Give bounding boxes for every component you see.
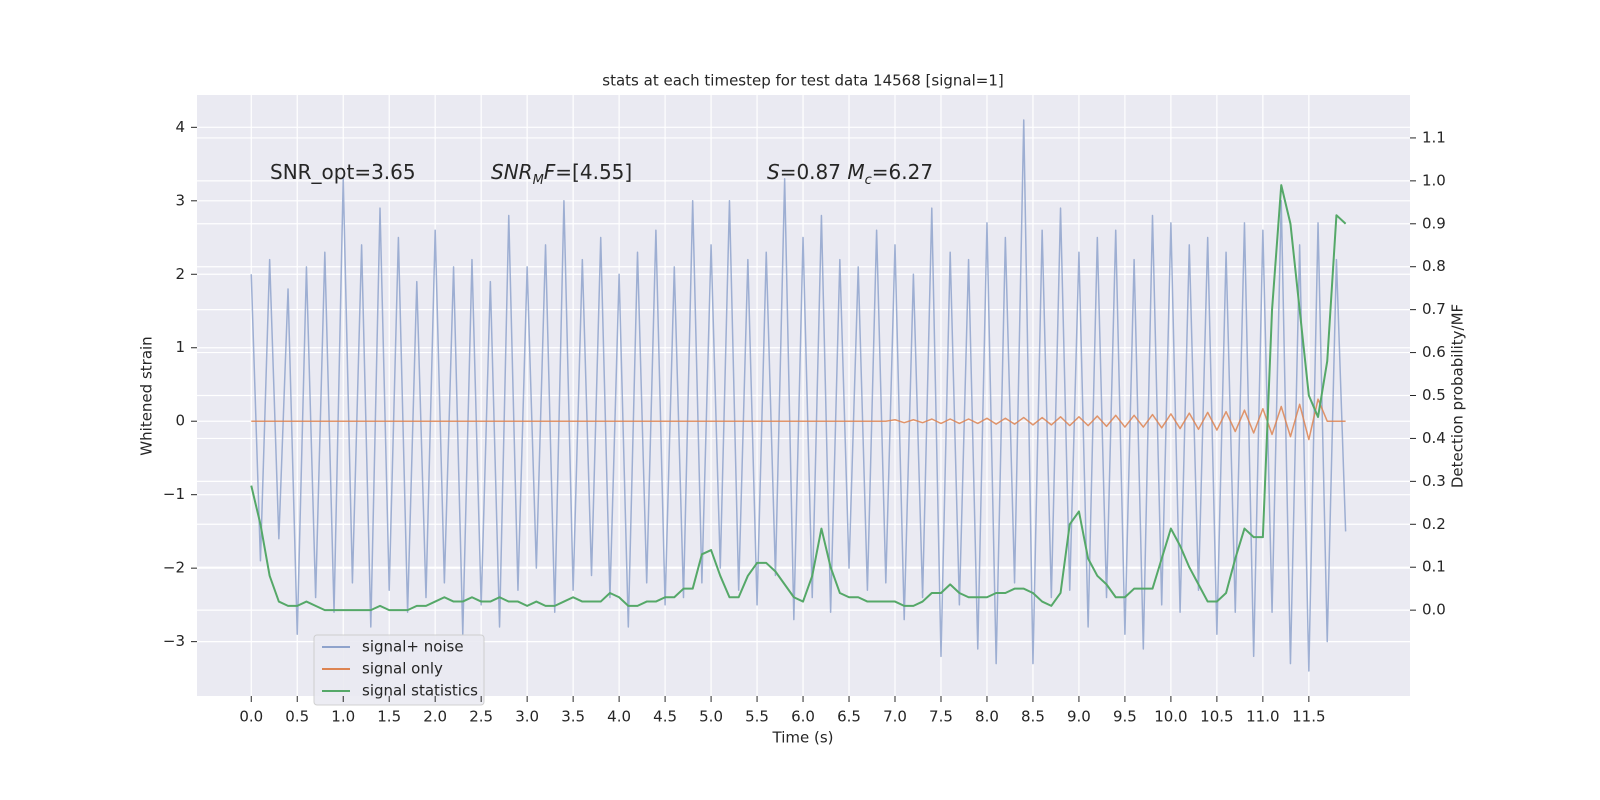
x-tick-label: 11.5 <box>1292 708 1325 726</box>
x-tick-label: 9.5 <box>1113 708 1137 726</box>
legend-label: signal+ noise <box>362 638 464 656</box>
x-tick-label: 2.5 <box>469 708 493 726</box>
x-tick-label: 7.0 <box>883 708 907 726</box>
y2-tick-label: 0.8 <box>1422 257 1446 275</box>
y-axis-label: Whitened strain <box>138 336 156 455</box>
x-tick-label: 8.0 <box>975 708 999 726</box>
annotation-part: SNR <box>491 160 533 184</box>
x-tick-label: 3.0 <box>515 708 539 726</box>
y2-tick-label: 0.9 <box>1422 214 1446 232</box>
series-line <box>250 184 1347 612</box>
overlay: SNR_opt=3.65 SNRMF=[4.55] S=0.87 Mc=6.27si… <box>270 160 933 706</box>
x-tick-label: 9.0 <box>1067 708 1091 726</box>
x-tick-label: 10.0 <box>1154 708 1187 726</box>
annotation-part: =[4.55] <box>555 160 632 184</box>
x-tick-label: 6.0 <box>791 708 815 726</box>
x-tick-label: 5.0 <box>699 708 723 726</box>
x-tick-label: 11.0 <box>1246 708 1279 726</box>
y-tick-label: −1 <box>163 485 185 503</box>
x-axis-label: Time (s) <box>772 729 834 747</box>
legend-label: signal statistics <box>362 682 478 700</box>
y2-tick-label: 0.6 <box>1422 343 1446 361</box>
series-line <box>250 119 1347 672</box>
annotation-part: c <box>865 173 872 188</box>
annotation-part: =0.87 <box>780 160 848 184</box>
y-tick-label: 1 <box>175 338 185 356</box>
annotation: S=0.87 Mc=6.27 <box>767 160 933 189</box>
annotation-part: M <box>847 160 864 184</box>
legend-label: signal only <box>362 660 443 678</box>
x-tick-label: 1.0 <box>331 708 355 726</box>
x-tick-label: 4.5 <box>653 708 677 726</box>
y2-tick-label: 0.7 <box>1422 300 1446 318</box>
x-tick-label: 10.5 <box>1200 708 1233 726</box>
y2-tick-label: 0.5 <box>1422 386 1446 404</box>
x-tick-label: 7.5 <box>929 708 953 726</box>
y-tick-label: −2 <box>163 559 185 577</box>
y2-tick-label: 0.2 <box>1422 515 1446 533</box>
x-tick-label: 3.5 <box>561 708 585 726</box>
chart-title: stats at each timestep for test data 145… <box>602 72 1003 90</box>
annotation-part: S <box>767 160 780 184</box>
series-line <box>251 398 1346 441</box>
annotation-part: F <box>544 160 556 184</box>
y2-tick-label: 0.4 <box>1422 429 1446 447</box>
x-tick-label: 0.5 <box>285 708 309 726</box>
annotation-part: M <box>533 173 544 188</box>
x-tick-label: 1.5 <box>377 708 401 726</box>
marks <box>250 119 1347 672</box>
annotation-part: =6.27 <box>872 160 933 184</box>
y2-tick-label: 1.1 <box>1422 128 1446 146</box>
x-tick-label: 5.5 <box>745 708 769 726</box>
y-tick-label: 4 <box>175 118 185 136</box>
y-tick-label: 2 <box>175 265 185 283</box>
y2-axis-label: Detection probability/MF <box>1449 304 1467 488</box>
y2-tick-label: 0.0 <box>1422 601 1446 619</box>
y2-tick-label: 0.1 <box>1422 558 1446 576</box>
annotation-part: SNR_opt=3.65 <box>270 160 416 184</box>
y-tick-label: −3 <box>163 632 185 650</box>
y-tick-label: 3 <box>175 191 185 209</box>
legend-box <box>313 634 485 706</box>
x-tick-label: 2.0 <box>423 708 447 726</box>
annotation: SNRMF=[4.55] <box>491 160 632 189</box>
annotation: SNR_opt=3.65 <box>270 160 416 184</box>
y-tick-label: 0 <box>175 412 185 430</box>
x-tick-label: 0.0 <box>239 708 263 726</box>
x-tick-label: 6.5 <box>837 708 861 726</box>
x-tick-label: 4.0 <box>607 708 631 726</box>
x-tick-label: 8.5 <box>1021 708 1045 726</box>
y2-tick-label: 1.0 <box>1422 171 1446 189</box>
y2-tick-label: 0.3 <box>1422 472 1446 490</box>
